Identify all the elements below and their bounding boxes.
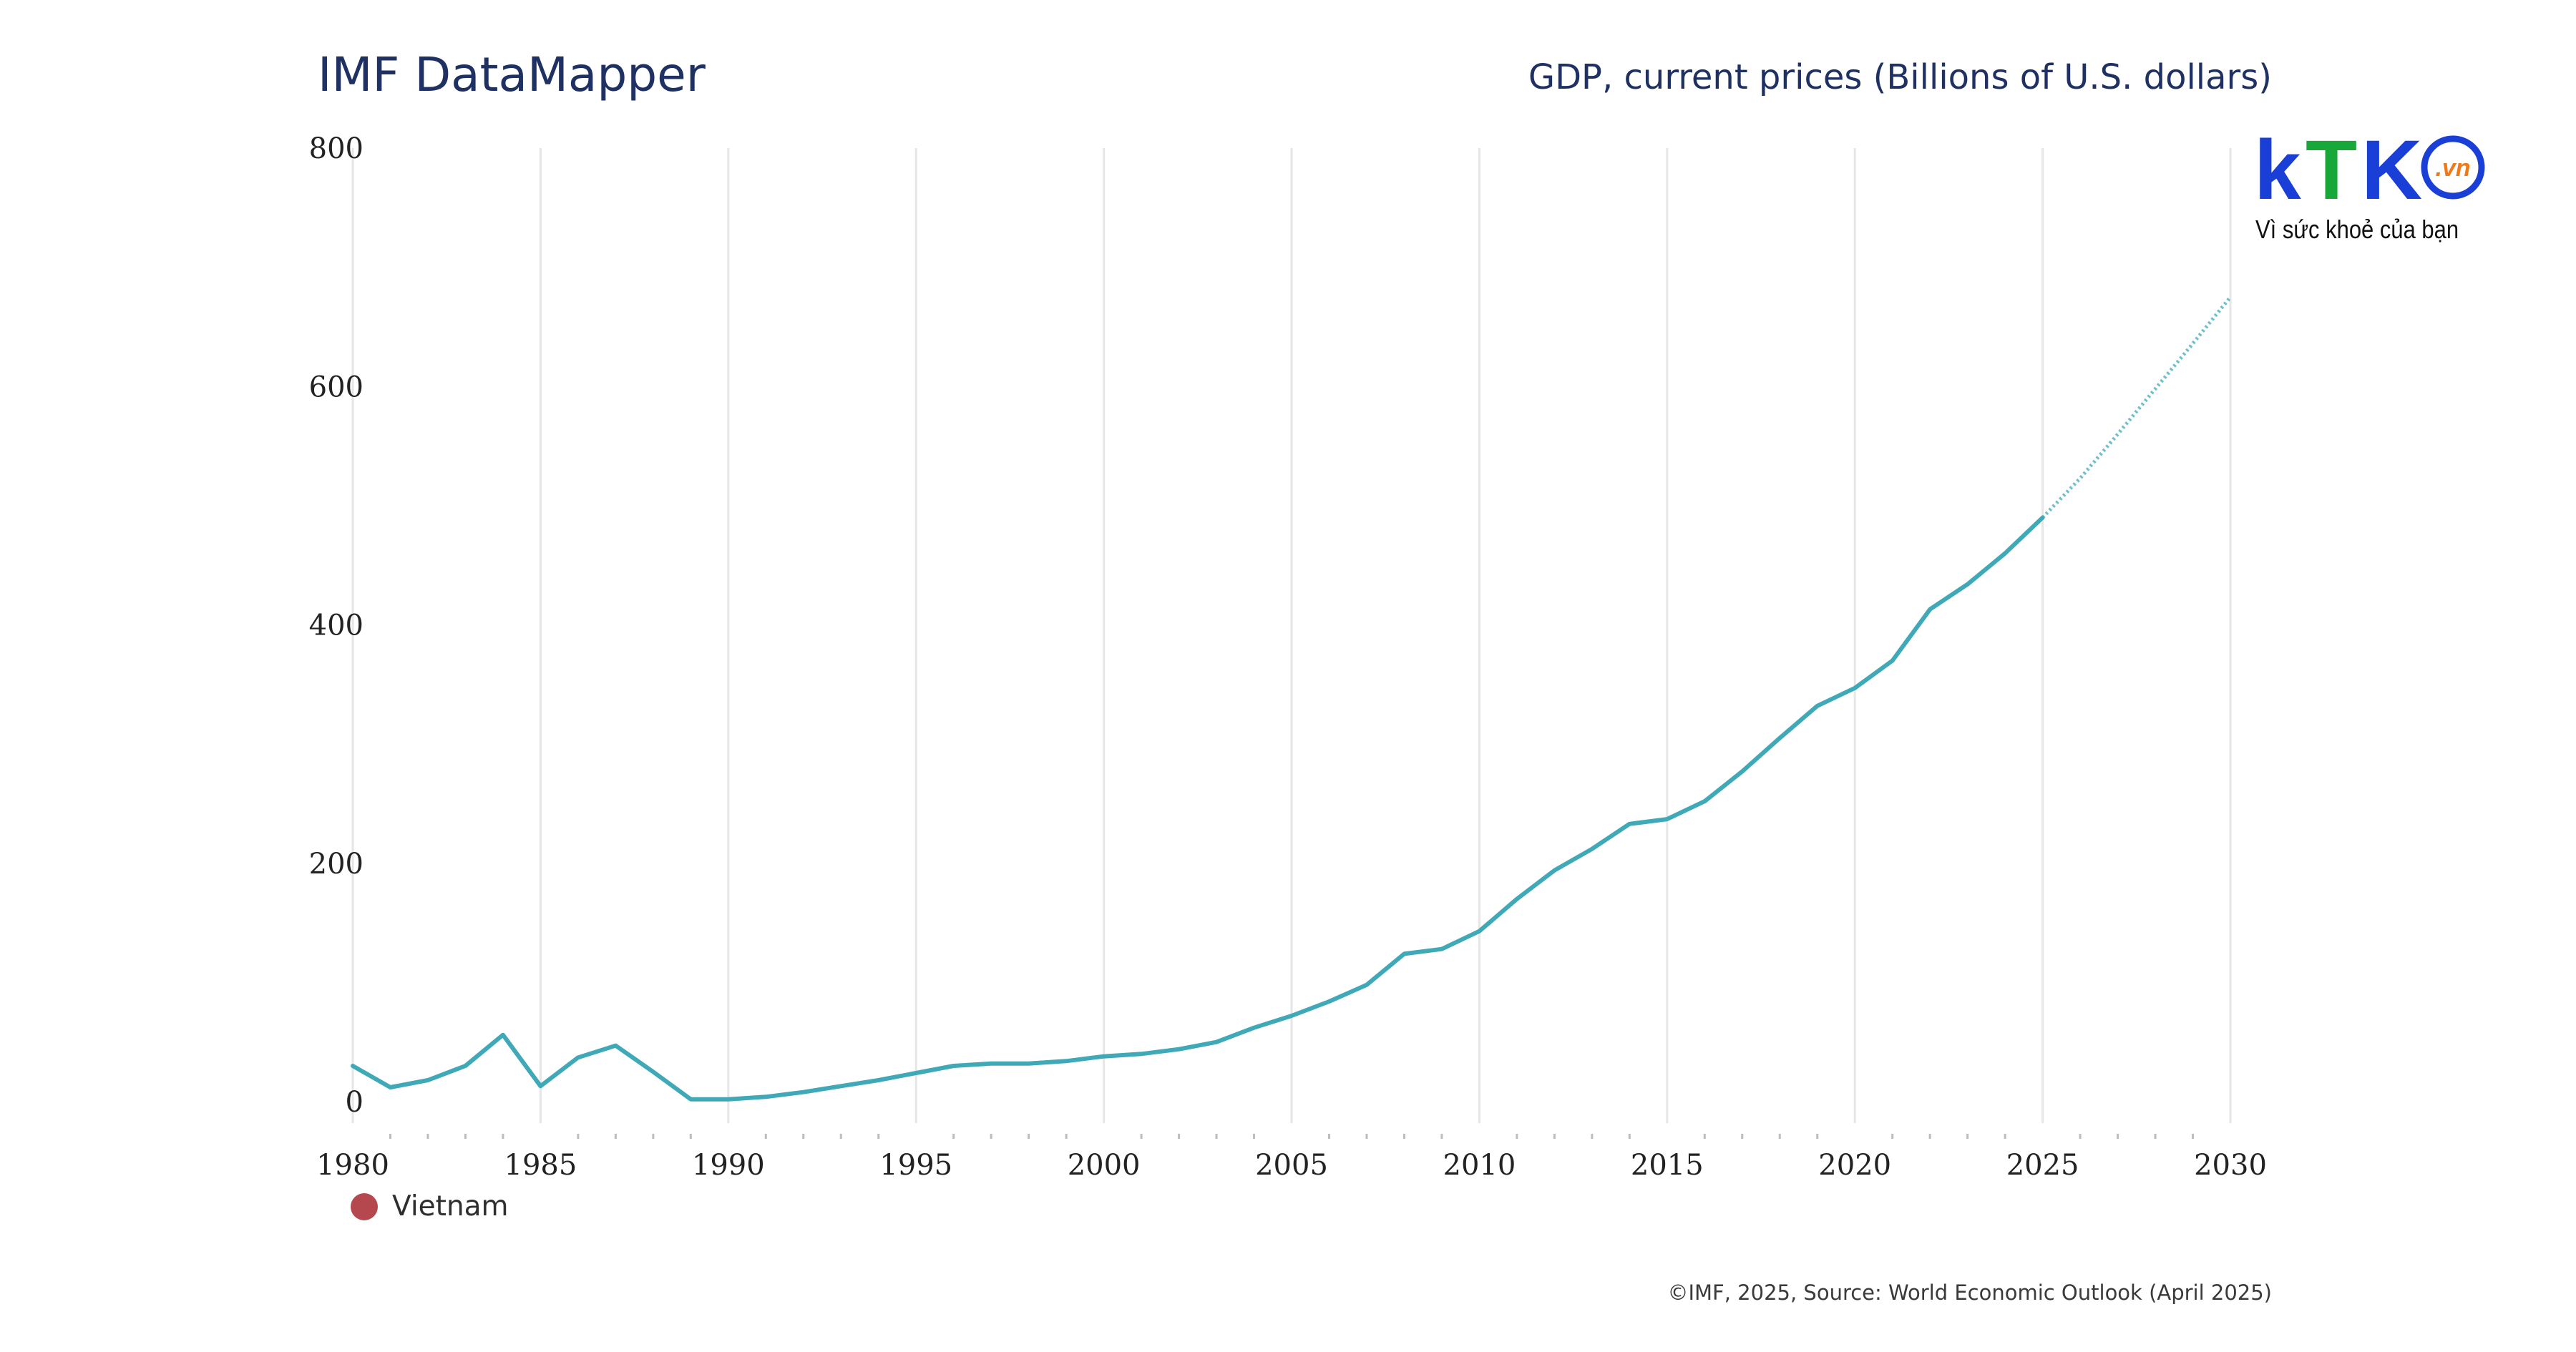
gridlines (351, 148, 2232, 1139)
legend-label-vietnam: Vietnam (392, 1190, 509, 1223)
x-tick-label: 2005 (1255, 1149, 1328, 1182)
y-tick-label: 600 (309, 371, 364, 403)
logo-domain: .vn (2435, 155, 2470, 182)
x-tick-label: 2015 (1631, 1149, 1704, 1182)
y-tick-label: 200 (309, 848, 364, 881)
ktk-logo: k T K .vn (2254, 123, 2490, 258)
logo-letter-k: k (2254, 129, 2301, 215)
brand-title: IMF DataMapper (318, 47, 706, 102)
x-tick-label: 2020 (1818, 1149, 1891, 1182)
x-tick-label: 2010 (1443, 1149, 1516, 1182)
source-note: ©IMF, 2025, Source: World Economic Outlo… (1667, 1280, 2272, 1305)
series-line-vietnam (351, 515, 2045, 1102)
y-tick-label: 0 (346, 1086, 364, 1119)
series-line-projection (2041, 295, 2232, 519)
x-tick-label: 2000 (1068, 1149, 1141, 1182)
x-axis-ticks: 1980 1985 1990 1995 2000 2005 2010 2015 2020 2025… (316, 1149, 2267, 1182)
ktk-logo-mark: k T K .vn (2254, 123, 2485, 217)
legend-dot-icon (351, 1192, 378, 1220)
y-axis-ticks: 0 200 400 600 800 (309, 132, 364, 1119)
y-tick-label: 800 (309, 132, 364, 165)
y-tick-label: 400 (309, 609, 364, 642)
x-tick-label: 2030 (2194, 1149, 2267, 1182)
logo-tagline: Vì sức khoẻ của bạn (2255, 215, 2459, 244)
logo-letter-t: T (2306, 129, 2356, 215)
x-tick-label: 1995 (879, 1149, 952, 1182)
logo-letter-k2: K (2361, 129, 2422, 215)
logo-ring-icon (2421, 135, 2485, 200)
x-tick-label: 1990 (692, 1149, 765, 1182)
x-tick-label: 2025 (2006, 1149, 2079, 1182)
x-tick-label: 1985 (504, 1149, 577, 1182)
x-tick-label: 1980 (316, 1149, 389, 1182)
series-lines (351, 295, 2232, 1102)
legend[interactable]: Vietnam (351, 1190, 509, 1223)
indicator-title: GDP, current prices (Billions of U.S. do… (1528, 57, 2272, 97)
